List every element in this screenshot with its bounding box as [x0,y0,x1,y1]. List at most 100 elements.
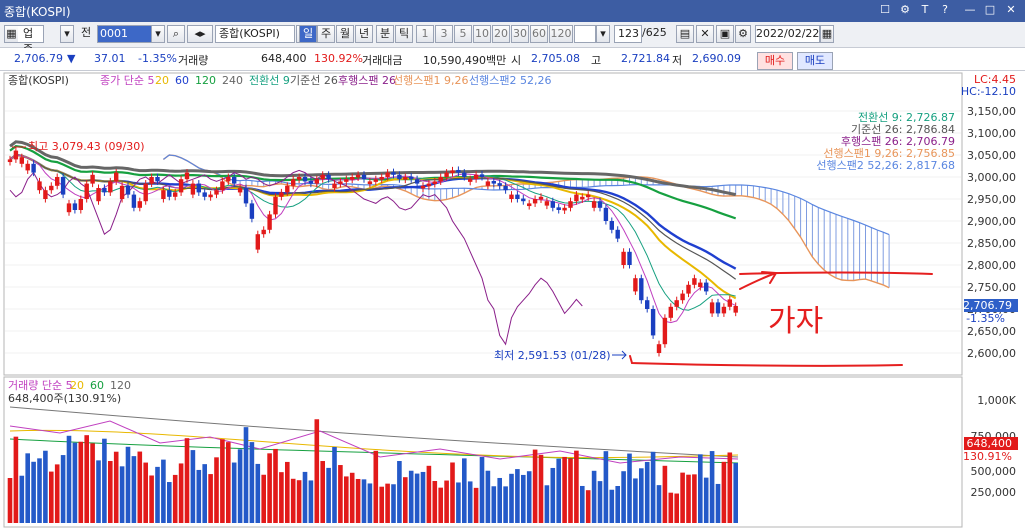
candle-body [391,172,396,175]
interval-3[interactable]: 3 [435,25,453,43]
sound-icon[interactable]: ◂▸ [187,25,213,43]
volume-bar [408,470,414,523]
legend-entry: 후행스팬 26 [338,74,396,87]
gear-icon[interactable]: ⚙ [735,25,751,43]
volume-bar [255,463,261,523]
period-year[interactable]: 년 [355,25,373,43]
candle-body [37,181,42,191]
sell-button[interactable]: 매도 [797,52,833,70]
candle-body [196,183,201,193]
interval-120[interactable]: 120 [549,25,573,43]
volume-current-pct: 130.91% [963,450,1012,463]
volume-readout: 648,400주(130.91%) [8,392,121,405]
hc-value: HC:-12.10 [961,85,1016,98]
volume-bar [167,482,172,523]
interval-dropdown-icon[interactable]: ▾ [596,25,610,43]
close-icon[interactable]: ✕ [1006,3,1016,16]
interval-10[interactable]: 10 [473,25,491,43]
candle-body [84,183,89,199]
period-tick[interactable]: 틱 [395,25,413,43]
minimize-icon[interactable]: — [964,3,976,16]
candle-body [468,179,473,182]
window-title: 종합(KOSPI) [4,5,71,19]
candle-body [627,251,632,265]
interval-60[interactable]: 60 [530,25,548,43]
period-minute[interactable]: 분 [376,25,394,43]
price-panel[interactable] [3,72,963,376]
legend-entry: 120 [195,74,216,87]
volume-bar [668,492,674,523]
volume-bar [627,453,632,523]
volume-bar [550,467,556,523]
volume-bar [556,458,561,523]
candle-body [456,169,461,173]
date-input[interactable]: 2022/02/22 [755,25,820,43]
count-input[interactable]: 123 [614,25,642,43]
candle-body [338,181,343,185]
period-month[interactable]: 월 [336,25,354,43]
chevron-down-icon[interactable]: ▾ [60,25,74,43]
volume-bar [326,467,331,523]
chart-add-icon[interactable]: ▤ [676,25,694,43]
interval-1[interactable]: 1 [416,25,434,43]
code-dropdown-icon[interactable]: ▾ [151,25,165,43]
volume-bar [644,461,650,523]
candle-body [314,179,319,184]
candle-body [232,177,237,184]
volume-bar [674,493,679,523]
crosshair-icon[interactable]: ✕ [696,25,714,43]
candle-body [31,163,36,173]
layout-icon[interactable]: ☐ [880,3,890,16]
settings-icon[interactable]: ⚙ [900,3,910,16]
volume-bar [703,477,709,523]
candle-body [550,201,555,208]
font-icon[interactable]: T [921,3,929,16]
open-label: 시 [511,54,522,67]
volume-bar [108,461,113,523]
candle-body [414,179,420,184]
candle-body [49,185,54,191]
volume-bar [568,458,573,523]
candle-body [721,306,727,314]
volume-bar [332,446,337,523]
volume-bar [503,486,508,523]
price-tick-label: 2,800,00 [967,259,1016,272]
candle-body [597,201,603,208]
volume-bar [72,442,78,523]
candle-body [645,300,650,309]
code-input[interactable]: 0001 [97,25,152,43]
search-icon[interactable]: ⌕ [167,25,185,43]
interval-30[interactable]: 30 [511,25,529,43]
candle-body [521,198,526,202]
maximize-icon[interactable]: □ [984,3,996,16]
legend-entry: 선행스팬2 52,26 [469,74,551,87]
base-line [9,154,737,280]
handwritten-annotation [629,271,933,367]
help-icon[interactable]: ? [942,3,948,16]
period-week[interactable]: 주 [317,25,335,43]
chart-area[interactable]: 3,150,00 3,100,00 3,050,00 3,000,00 2,950,00… [0,71,1025,530]
legend-entry: 기준선 26 [290,74,338,87]
amount-label: 거래대금 [362,54,403,67]
interval-20[interactable]: 20 [492,25,510,43]
candle-body [562,207,567,211]
candle-body [90,174,95,184]
legend-entry: 전환선 9 [249,74,290,87]
volume-bar [379,486,384,523]
interval-5[interactable]: 5 [454,25,472,43]
volume-bar [196,469,202,523]
interval-input[interactable] [574,25,596,43]
buy-button[interactable]: 매수 [757,52,793,70]
calendar-icon[interactable]: ▦ [820,25,834,43]
candle-body [167,190,172,197]
candles [7,147,738,357]
volume-bar [13,436,19,523]
candle-body [296,177,302,180]
period-day[interactable]: 일 [299,25,317,43]
volume-bar [361,479,367,523]
grid-icon[interactable]: ▦ [4,25,18,43]
candle-body [473,174,479,180]
candle-body [379,177,384,180]
volume-bars [7,419,738,523]
save-icon[interactable]: ▣ [716,25,734,43]
